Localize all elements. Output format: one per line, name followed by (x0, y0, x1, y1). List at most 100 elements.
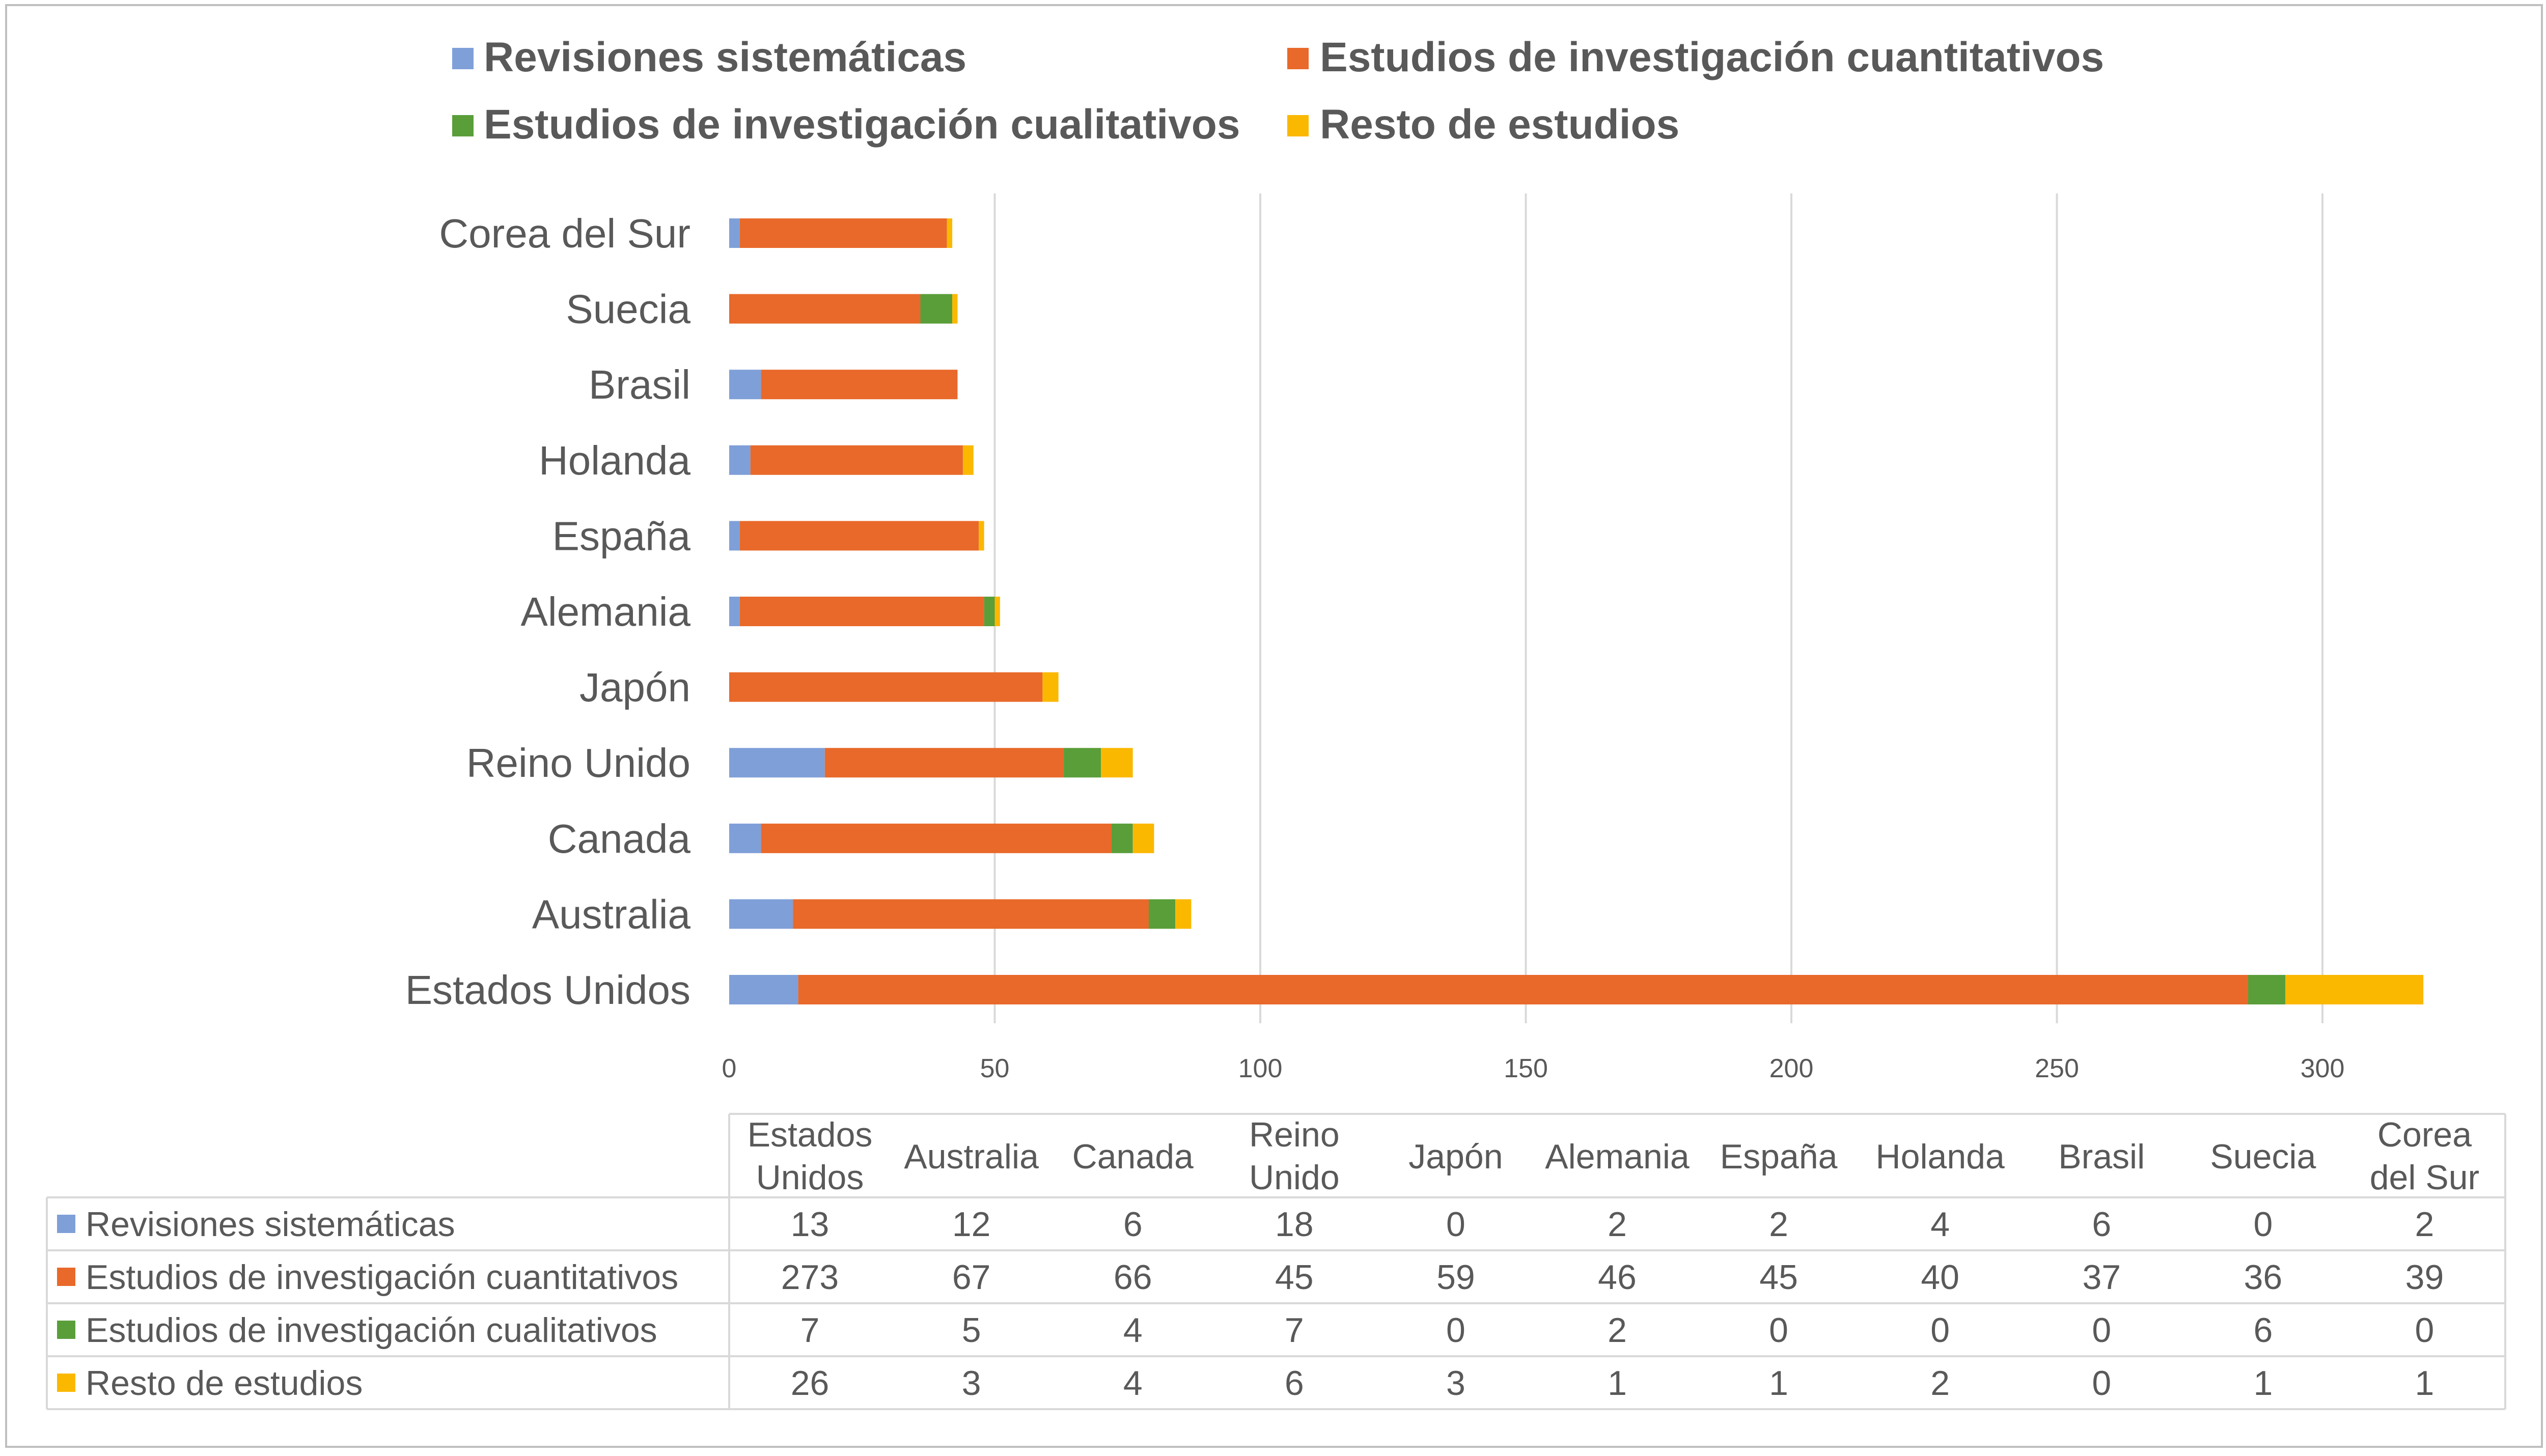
legend-label-3: Estudios de investigación cualitativos (484, 101, 1240, 148)
table-cell: 1 (2253, 1364, 2273, 1403)
table-header-japon: Japón (1408, 1137, 1503, 1176)
table-cell: 37 (2082, 1258, 2121, 1297)
table-header-estados-unidos: Estados Unidos (748, 1115, 873, 1197)
legend-swatch-1 (452, 48, 474, 69)
category-label-estados-unidos: Estados Unidos (405, 967, 690, 1013)
table-cell: 6 (1123, 1205, 1143, 1244)
table-cell: 0 (1446, 1311, 1465, 1350)
table-cell: 0 (2092, 1364, 2111, 1403)
category-label-japon: Japón (579, 665, 690, 710)
table-cell: 40 (1921, 1258, 1959, 1297)
table-cell: 2 (1608, 1311, 1627, 1350)
bar-estados-unidos-series-4 (2285, 975, 2424, 1004)
table-row-label-4: Resto de estudios (86, 1364, 363, 1403)
category-label-australia: Australia (532, 891, 691, 937)
bar-canada-series-3 (1111, 823, 1133, 853)
table-header-australia: Australia (904, 1137, 1039, 1176)
table-cell: 2 (1769, 1205, 1788, 1244)
bar-alemania-series-4 (994, 597, 1000, 626)
table-cell: 3 (962, 1364, 981, 1403)
table-cell: 6 (2092, 1205, 2111, 1244)
table-cell: 6 (1285, 1364, 1304, 1403)
category-label-alemania: Alemania (520, 589, 690, 634)
legend-swatch-2 (1287, 48, 1309, 69)
category-label-espana: España (552, 513, 691, 558)
category-label-corea-del-sur: Corea del Sur (439, 211, 690, 256)
table-cell: 45 (1759, 1258, 1798, 1297)
x-tick-label-200: 200 (1769, 1054, 1814, 1083)
table-cell: 46 (1598, 1258, 1637, 1297)
table-cell: 1 (2415, 1364, 2434, 1403)
bar-corea-del-sur-series-4 (947, 218, 953, 248)
table-cell: 4 (1123, 1311, 1143, 1350)
table-cell: 2 (1608, 1205, 1627, 1244)
table-cell: 45 (1275, 1258, 1314, 1297)
bar-canada-series-1 (729, 823, 761, 853)
table-key-swatch-2 (57, 1268, 75, 1286)
bar-estados-unidos-series-3 (2248, 975, 2285, 1004)
bar-espana-series-1 (729, 521, 740, 551)
table-cell: 13 (791, 1205, 829, 1244)
table-header-brasil: Brasil (2058, 1137, 2145, 1176)
bar-estados-unidos-series-2 (798, 975, 2248, 1004)
table-cell: 66 (1114, 1258, 1152, 1297)
table-header-reino-unido: Reino Unido (1249, 1115, 1340, 1197)
bar-suecia-series-2 (729, 294, 921, 324)
legend-label-4: Resto de estudios (1320, 101, 1679, 148)
category-label-brasil: Brasil (589, 362, 690, 407)
table-header-holanda: Holanda (1876, 1137, 2005, 1176)
bar-espana-series-4 (979, 521, 984, 551)
x-tick-label-250: 250 (2035, 1054, 2079, 1083)
table-cell: 39 (2405, 1258, 2444, 1297)
table-cell: 0 (2415, 1311, 2434, 1350)
category-label-suecia: Suecia (566, 287, 690, 332)
table-cell: 2 (1930, 1364, 1950, 1403)
table-cell: 3 (1446, 1364, 1465, 1403)
table-cell: 5 (962, 1311, 981, 1350)
bar-reino-unido-series-3 (1064, 748, 1101, 778)
table-cell: 0 (1446, 1205, 1465, 1244)
table-cell: 1 (1769, 1364, 1788, 1403)
bar-canada-series-4 (1132, 823, 1154, 853)
x-tick-label-300: 300 (2301, 1054, 2345, 1083)
table-cell: 7 (1285, 1311, 1304, 1350)
table-key-swatch-1 (57, 1215, 75, 1233)
bar-alemania-series-2 (739, 597, 984, 626)
bar-alemania-series-3 (984, 597, 995, 626)
table-header-alemania: Alemania (1545, 1137, 1690, 1176)
x-tick-label-100: 100 (1238, 1054, 1283, 1083)
bar-canada-series-2 (761, 823, 1112, 853)
table-row-label-1: Revisiones sistemáticas (86, 1205, 455, 1244)
category-label-canada: Canada (548, 816, 691, 861)
legend-label-1: Revisiones sistemáticas (484, 34, 966, 80)
table-key-swatch-4 (57, 1374, 75, 1392)
x-tick-label-0: 0 (722, 1054, 737, 1083)
bar-japon-series-2 (729, 672, 1043, 702)
bar-brasil-series-1 (729, 370, 761, 400)
table-cell: 1 (1608, 1364, 1627, 1403)
bar-holanda-series-4 (962, 445, 974, 475)
table-cell: 4 (1123, 1364, 1143, 1403)
category-label-reino-unido: Reino Unido (466, 740, 690, 786)
table-cell: 6 (2253, 1311, 2273, 1350)
bar-brasil-series-2 (761, 370, 958, 400)
chart-frame (5, 4, 2543, 1448)
table-cell: 59 (1436, 1258, 1475, 1297)
bar-australia-series-3 (1148, 899, 1176, 929)
bar-australia-series-1 (729, 899, 793, 929)
bar-reino-unido-series-4 (1101, 748, 1133, 778)
bar-japon-series-4 (1042, 672, 1059, 702)
table-cell: 18 (1275, 1205, 1314, 1244)
table-cell: 67 (952, 1258, 991, 1297)
legend-swatch-3 (452, 115, 474, 136)
table-header-canada: Canada (1072, 1137, 1194, 1176)
bar-alemania-series-1 (729, 597, 740, 626)
table-cell: 273 (781, 1258, 839, 1297)
bar-australia-series-2 (793, 899, 1149, 929)
bar-corea-del-sur-series-1 (729, 218, 740, 248)
legend-swatch-4 (1287, 115, 1309, 136)
legend-label-2: Estudios de investigación cuantitativos (1320, 34, 2104, 80)
bar-holanda-series-1 (729, 445, 751, 475)
bar-corea-del-sur-series-2 (739, 218, 947, 248)
